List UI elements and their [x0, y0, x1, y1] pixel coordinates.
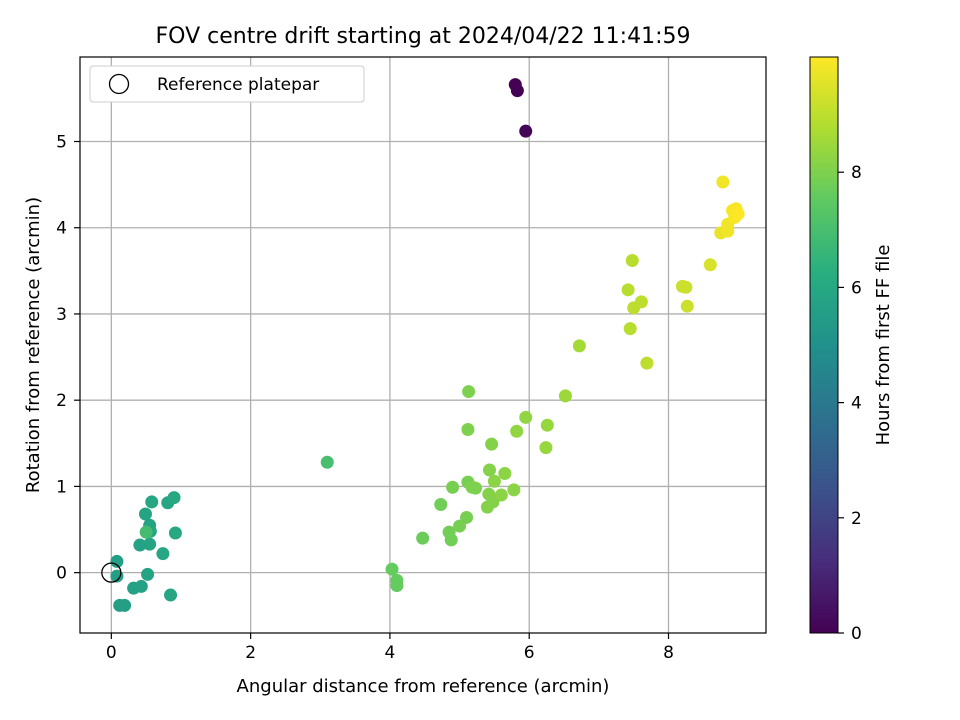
data-point: [621, 283, 635, 297]
colorbar-tick-label: 0: [851, 624, 862, 644]
y-tick-label: 5: [56, 133, 67, 153]
data-point: [485, 437, 499, 451]
data-point: [558, 389, 572, 403]
data-point: [519, 124, 533, 138]
colorbar-gradient: [809, 56, 839, 634]
data-point: [118, 598, 132, 612]
data-point: [507, 483, 521, 497]
colorbar-tick-label: 6: [851, 278, 862, 298]
data-point: [133, 538, 147, 552]
data-point: [625, 253, 639, 267]
data-point: [623, 322, 637, 336]
data-point: [156, 547, 170, 561]
y-tick-label: 2: [56, 391, 67, 411]
data-point: [139, 525, 153, 539]
legend-marker-reference: [108, 73, 130, 95]
data-point: [416, 531, 430, 545]
x-tick-label: 8: [663, 643, 674, 663]
reference-platepar-marker: [101, 562, 122, 583]
legend: Reference platepar: [89, 65, 365, 103]
data-point: [453, 519, 467, 533]
data-point: [462, 385, 476, 399]
data-point: [510, 424, 524, 438]
colorbar-tick-label: 8: [851, 163, 862, 183]
data-point: [145, 495, 159, 509]
data-point: [680, 299, 694, 313]
y-axis-ticks: 0 1 2 3 4 5: [56, 133, 80, 584]
colorbar-label: Hours from first FF file: [873, 245, 894, 446]
data-point: [487, 474, 501, 488]
data-point: [110, 569, 124, 583]
legend-label-reference: Reference platepar: [157, 75, 319, 95]
data-point: [679, 280, 693, 294]
colorbar-ticks: 0 2 4 6 8: [838, 163, 862, 644]
data-point: [540, 418, 554, 432]
data-point: [716, 175, 730, 189]
x-axis-label: Angular distance from reference (arcmin): [237, 676, 610, 697]
data-point: [640, 356, 654, 370]
grid-lines: [80, 57, 766, 633]
colorbar: 0 2 4 6 8 Hours from first FF file: [809, 56, 894, 644]
x-tick-label: 2: [245, 643, 256, 663]
data-point: [498, 466, 512, 480]
data-point: [385, 562, 399, 576]
x-axis-ticks: 0 2 4 6 8: [106, 633, 674, 663]
y-tick-label: 0: [56, 564, 67, 584]
data-point: [572, 339, 586, 353]
data-point: [510, 84, 524, 98]
data-point: [731, 207, 745, 221]
data-point: [110, 554, 124, 568]
y-tick-label: 4: [56, 219, 67, 239]
data-point: [519, 410, 533, 424]
data-point: [168, 526, 182, 540]
data-point: [138, 507, 152, 521]
x-tick-label: 0: [106, 643, 117, 663]
data-point: [483, 463, 497, 477]
data-point: [703, 258, 717, 272]
data-point: [461, 423, 475, 437]
data-point: [446, 480, 460, 494]
x-tick-label: 6: [524, 643, 535, 663]
data-point: [539, 441, 553, 455]
data-point: [141, 567, 155, 581]
y-axis-label: Rotation from reference (arcmin): [23, 197, 44, 493]
data-point: [434, 498, 448, 512]
data-point: [134, 579, 148, 593]
data-point: [164, 588, 178, 602]
chart-title: FOV centre drift starting at 2024/04/22 …: [156, 24, 691, 49]
data-point: [494, 488, 508, 502]
data-points: [101, 78, 745, 612]
data-point: [320, 455, 334, 469]
plot-frame: [79, 56, 767, 634]
legend-box: [89, 65, 365, 103]
data-point: [634, 295, 648, 309]
y-tick-label: 3: [56, 305, 67, 325]
data-point: [390, 579, 404, 593]
data-point: [444, 533, 458, 547]
data-point: [460, 510, 474, 524]
colorbar-tick-label: 4: [851, 394, 862, 414]
data-point: [167, 491, 181, 505]
x-tick-label: 4: [385, 643, 396, 663]
data-point: [469, 481, 483, 495]
data-point: [143, 537, 157, 551]
y-tick-label: 1: [56, 477, 67, 497]
colorbar-tick-label: 2: [851, 509, 862, 529]
